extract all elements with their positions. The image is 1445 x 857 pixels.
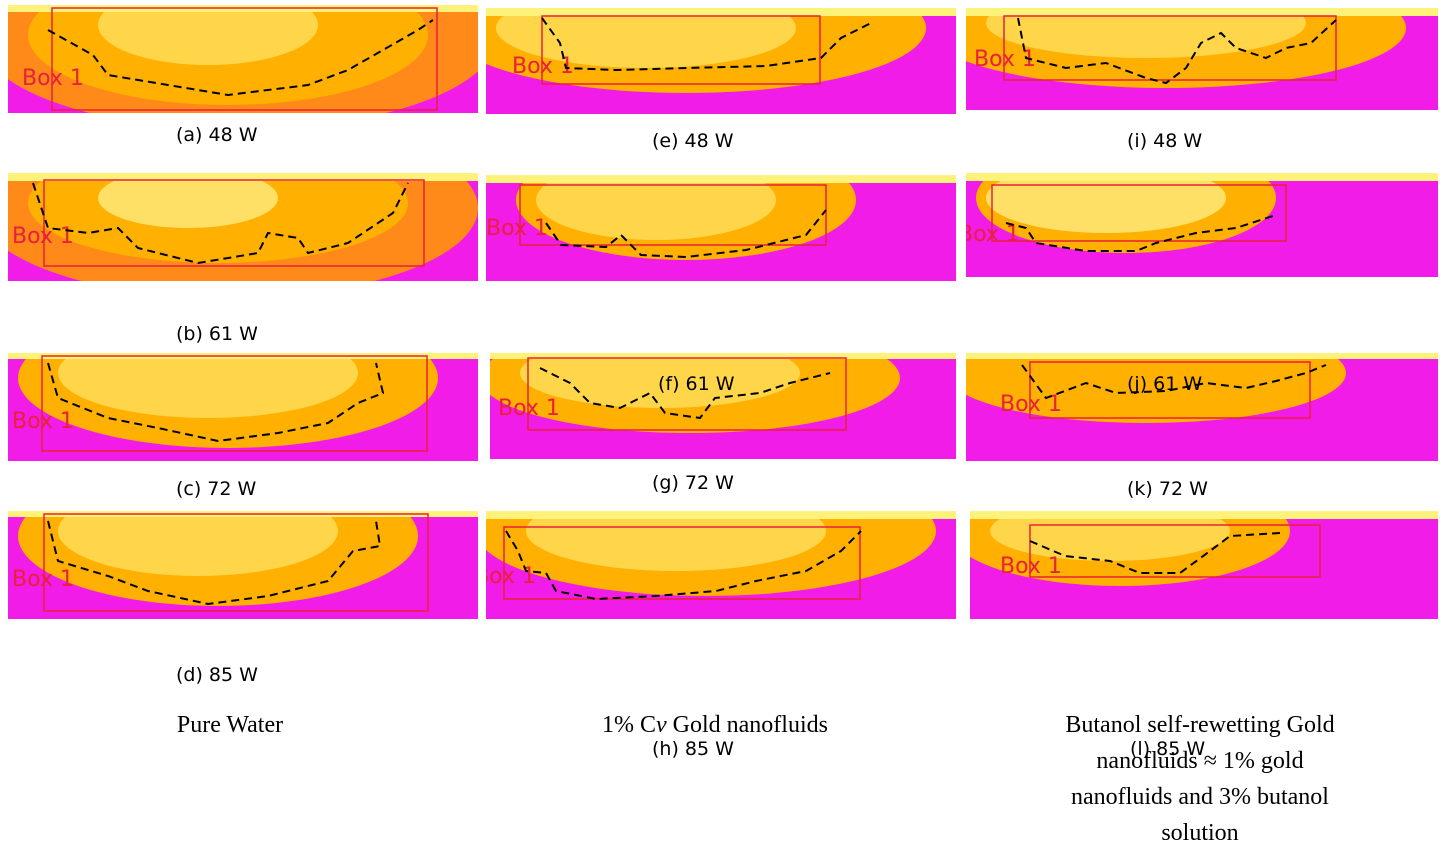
caption-a: (a) 48 W [176, 124, 258, 146]
thermal-image-c: Box 1 [8, 353, 478, 461]
box-label: Box 1 [486, 216, 548, 241]
box-label: Box 1 [498, 396, 560, 421]
box-label: Box 1 [12, 567, 74, 592]
caption-k: (k) 72 W [1127, 478, 1208, 500]
thermal-image-l: Box 1 [970, 511, 1438, 619]
box-label: Box 1 [12, 409, 74, 434]
caption-b: (b) 61 W [176, 323, 258, 345]
thermal-image-j: Box 1 [966, 173, 1438, 277]
box-label: Box 1 [486, 564, 536, 589]
caption-c: (c) 72 W [176, 478, 257, 500]
thermal-image-k: Box 1 [966, 353, 1438, 461]
caption-h: (h) 85 W [652, 738, 734, 760]
caption-e: (e) 48 W [652, 130, 734, 152]
caption-i: (i) 48 W [1127, 130, 1203, 152]
column-title-pure-water: Pure Water [176, 712, 284, 738]
thermal-image-b: Box 1 [8, 173, 478, 281]
box-label: Box 1 [512, 54, 574, 79]
thermal-image-d: Box 1 [8, 511, 478, 619]
caption-l: (l) 85 W [1130, 738, 1206, 760]
box-label: Box 1 [12, 224, 74, 249]
column-title-gold-nanofluids: 1% Cv Gold nanofluids [602, 712, 828, 738]
caption-g: (g) 72 W [652, 472, 734, 494]
thermal-image-e: Box 1 [486, 8, 956, 114]
box-label: Box 1 [974, 47, 1036, 72]
box-label: Box 1 [22, 66, 84, 91]
box-label: Box 1 [1000, 392, 1062, 417]
thermal-image-f: Box 1 [486, 175, 956, 281]
caption-f: (f) 61 W [658, 373, 735, 395]
thermal-image-a: Box 1 [8, 5, 478, 113]
thermal-image-h: Box 1 [486, 511, 956, 619]
thermal-image-g: Box 1 [490, 353, 956, 459]
box-label: Box 1 [966, 222, 1020, 247]
caption-j: (j) 61 W [1127, 373, 1203, 395]
box-label: Box 1 [1000, 554, 1062, 579]
column-title-butanol: Butanol self-rewetting Gold nanofluids ≈… [1065, 712, 1335, 846]
caption-d: (d) 85 W [176, 664, 258, 686]
thermal-image-i: Box 1 [966, 8, 1438, 110]
